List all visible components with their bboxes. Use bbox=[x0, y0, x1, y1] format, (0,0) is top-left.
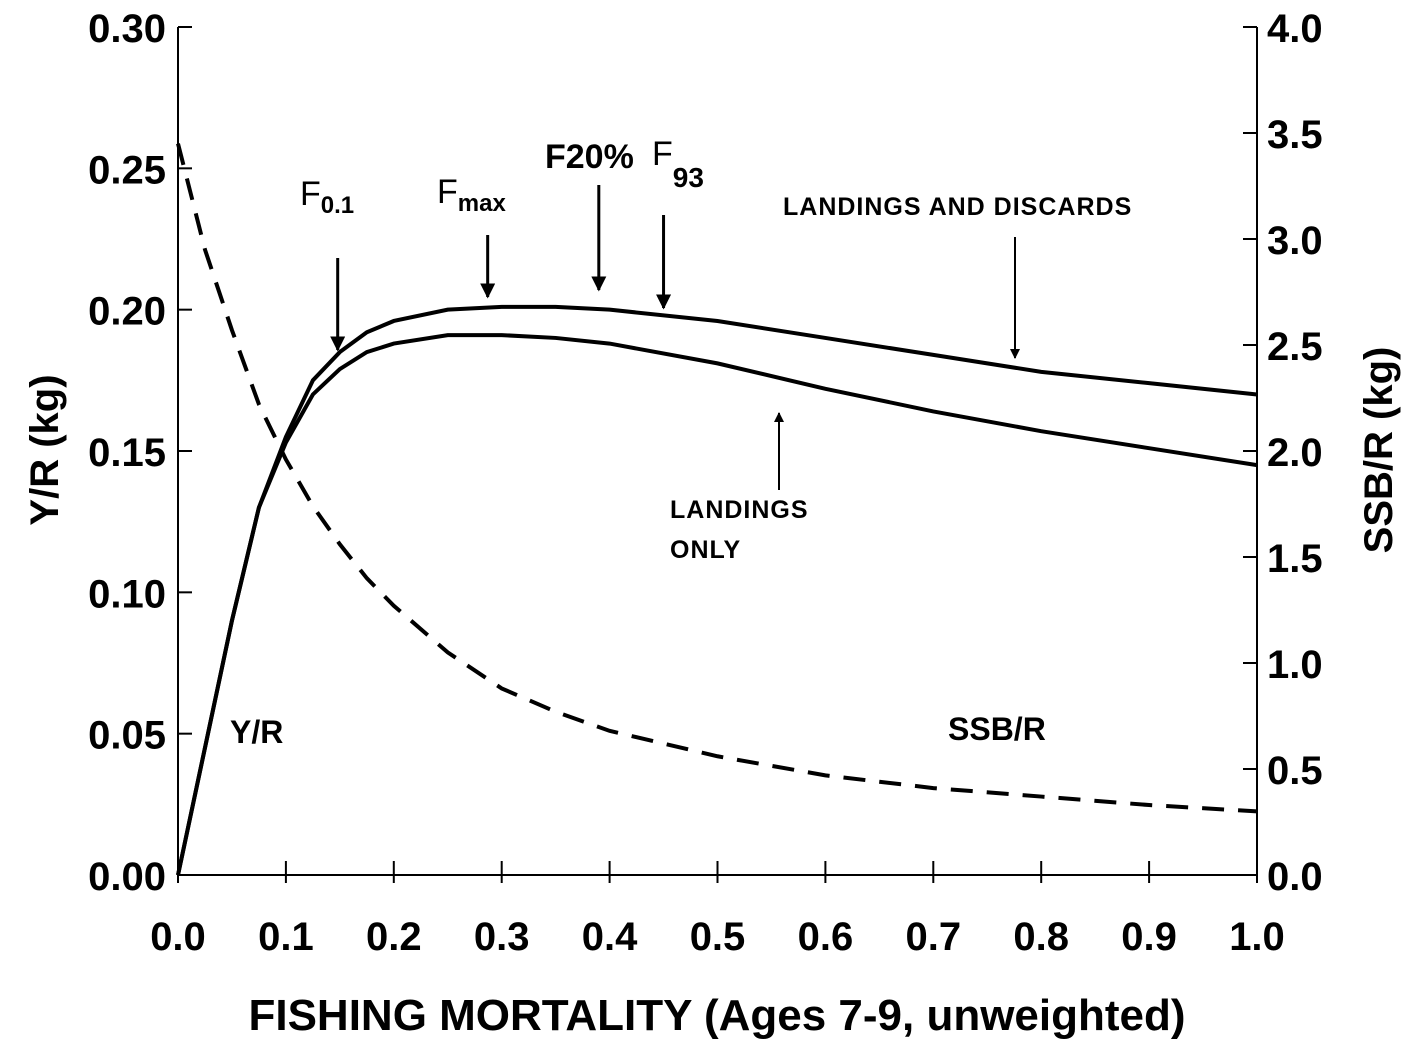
y-tick-label: 0.15 bbox=[88, 431, 166, 475]
x-axis-label: FISHING MORTALITY (Ages 7-9, unweighted) bbox=[248, 991, 1185, 1039]
reference-sub: 0.1 bbox=[321, 192, 354, 219]
y2-tick-label: 0.5 bbox=[1267, 749, 1323, 793]
reference-label: F0.1 bbox=[300, 175, 354, 219]
y2-tick-label: 1.0 bbox=[1267, 643, 1323, 687]
y2-tick-label: 3.5 bbox=[1267, 113, 1323, 157]
series-line bbox=[176, 304, 1258, 876]
reference-label: F20% bbox=[545, 138, 634, 176]
reference-text: F bbox=[437, 173, 458, 211]
x-tick-label: 0.0 bbox=[150, 915, 206, 959]
x-tick-label: 0.6 bbox=[798, 915, 854, 959]
x-tick-label: 0.2 bbox=[366, 915, 422, 959]
reference-sub: max bbox=[458, 190, 507, 217]
reference-label: F93 bbox=[652, 135, 704, 193]
reference-sub: 93 bbox=[673, 162, 704, 193]
x-tick-label: 0.5 bbox=[690, 915, 746, 959]
x-tick-label: 0.7 bbox=[905, 915, 961, 959]
y-tick-label: 0.05 bbox=[88, 714, 166, 758]
series-line bbox=[176, 143, 1258, 814]
y2-tick-label: 2.0 bbox=[1267, 431, 1323, 475]
y2-tick-label: 2.5 bbox=[1267, 325, 1323, 369]
y2-axis-label: SSB/R (kg) bbox=[1357, 347, 1401, 554]
reference-text: F bbox=[300, 175, 321, 213]
series-line bbox=[176, 333, 1258, 876]
y2-tick-label: 4.0 bbox=[1267, 7, 1323, 51]
y-tick-label: 0.30 bbox=[88, 7, 166, 51]
y-tick-label: 0.10 bbox=[88, 572, 166, 616]
y-tick-label: 0.25 bbox=[88, 148, 166, 192]
y-tick-label: 0.20 bbox=[88, 290, 166, 334]
x-tick-label: 0.4 bbox=[582, 915, 638, 959]
reference-text: F20% bbox=[545, 138, 634, 176]
y2-tick-label: 0.0 bbox=[1267, 855, 1323, 899]
reference-text: F bbox=[652, 135, 673, 173]
x-tick-label: 0.1 bbox=[258, 915, 314, 959]
y-axis-label: Y/R (kg) bbox=[23, 374, 67, 525]
annotation: Y/R bbox=[230, 714, 283, 750]
annotation: LANDINGS bbox=[670, 496, 809, 524]
annotation: SSB/R bbox=[948, 711, 1046, 747]
y2-tick-label: 1.5 bbox=[1267, 537, 1323, 581]
x-tick-label: 0.9 bbox=[1121, 915, 1177, 959]
annotation: LANDINGS AND DISCARDS bbox=[783, 193, 1132, 221]
reference-label: Fmax bbox=[437, 173, 506, 217]
x-tick-label: 0.3 bbox=[474, 915, 530, 959]
y-tick-label: 0.00 bbox=[88, 855, 166, 899]
x-tick-label: 1.0 bbox=[1229, 915, 1285, 959]
x-tick-label: 0.8 bbox=[1013, 915, 1069, 959]
y2-tick-label: 3.0 bbox=[1267, 219, 1323, 263]
annotation: ONLY bbox=[670, 536, 741, 564]
